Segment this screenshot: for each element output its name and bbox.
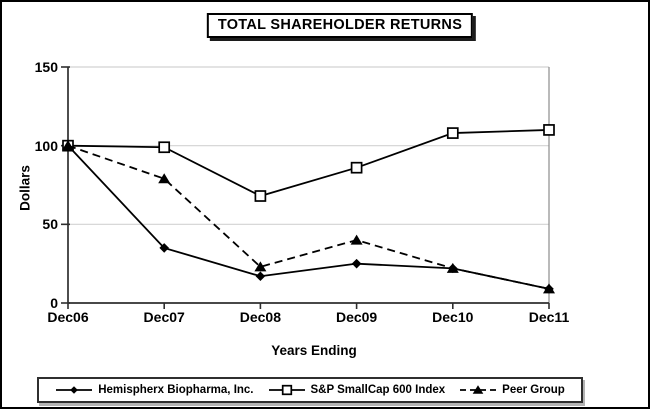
square-marker bbox=[446, 127, 459, 139]
series-line bbox=[67, 144, 550, 290]
y-tick-label: 0 bbox=[50, 295, 58, 311]
x-tick-label: Dec10 bbox=[432, 309, 474, 325]
square-marker bbox=[543, 124, 555, 136]
square-marker bbox=[350, 161, 363, 174]
square-line-marker-icon bbox=[268, 384, 306, 396]
legend-label-sp-smallcap: S&P SmallCap 600 Index bbox=[310, 384, 446, 396]
x-tick-label: Dec08 bbox=[239, 309, 282, 325]
triangle-marker bbox=[158, 173, 171, 184]
y-tick-label: 150 bbox=[34, 59, 58, 75]
triangle-marker bbox=[543, 283, 555, 294]
chart-title: TOTAL SHAREHOLDER RETURNS bbox=[206, 13, 474, 38]
legend-label-peer-group: Peer Group bbox=[502, 384, 565, 396]
triangle-marker bbox=[62, 140, 74, 151]
triangle-marker bbox=[446, 262, 459, 273]
diamond-marker bbox=[351, 258, 362, 269]
y-tick-label: 100 bbox=[34, 137, 58, 154]
triangle-dashed-line-marker-icon bbox=[459, 384, 497, 396]
legend-label-hemispherx: Hemispherx Biopharma, Inc. bbox=[98, 384, 254, 396]
square-marker bbox=[158, 141, 171, 154]
triangle-marker bbox=[254, 261, 267, 272]
square-marker bbox=[254, 190, 267, 202]
triangle-marker bbox=[472, 385, 484, 394]
x-tick-label: Dec11 bbox=[528, 309, 570, 325]
x-axis-title: Years Ending bbox=[271, 343, 357, 358]
legend-item-sp-smallcap: S&P SmallCap 600 Index bbox=[268, 384, 446, 396]
y-axis-title: Dollars bbox=[17, 165, 33, 211]
legend-item-peer-group: Peer Group bbox=[459, 384, 565, 396]
legend-item-hemispherx: Hemispherx Biopharma, Inc. bbox=[55, 384, 254, 396]
x-tick-label: Dec06 bbox=[47, 309, 89, 325]
x-tick-label: Dec09 bbox=[335, 309, 378, 325]
diamond-marker bbox=[159, 243, 169, 253]
diamond-line-marker-icon bbox=[55, 384, 93, 396]
chart-legend: Hemispherx Biopharma, Inc. S&P SmallCap … bbox=[37, 377, 583, 403]
series-line bbox=[67, 129, 550, 197]
series-line bbox=[67, 145, 550, 290]
square-marker bbox=[281, 384, 292, 396]
y-tick-label: 50 bbox=[42, 216, 58, 233]
diamond-marker bbox=[255, 271, 266, 282]
triangle-marker bbox=[350, 234, 363, 245]
diamond-marker bbox=[70, 386, 79, 394]
x-tick-label: Dec07 bbox=[143, 309, 185, 325]
